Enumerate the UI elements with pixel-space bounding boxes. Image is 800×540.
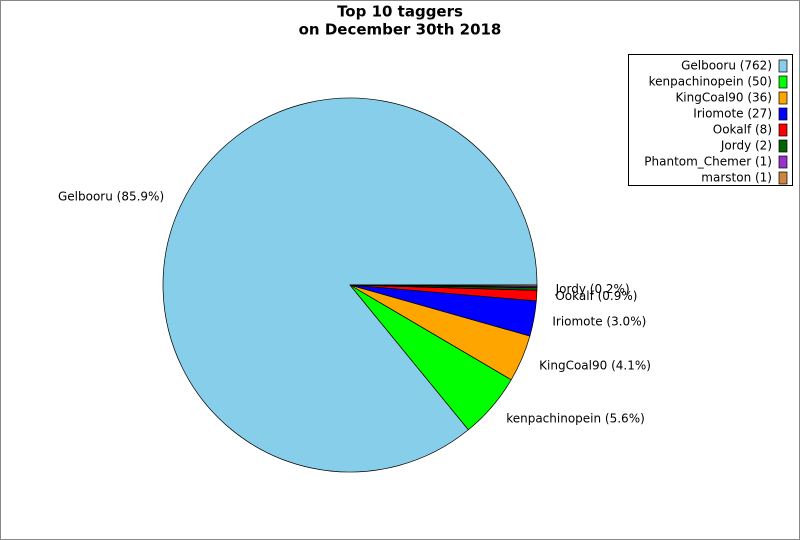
- legend-label: Iriomote (27): [693, 107, 772, 121]
- slice-label: Ookalf (0.9%): [555, 289, 637, 303]
- legend-swatch: [778, 171, 788, 185]
- legend-label: KingCoal90 (36): [675, 91, 772, 105]
- legend-swatch: [778, 59, 788, 73]
- legend-swatch: [778, 139, 788, 153]
- legend-label: Phantom_Chemer (1): [644, 155, 772, 169]
- legend-swatch: [778, 123, 788, 137]
- legend-label: marston (1): [701, 171, 772, 185]
- slice-label: Gelbooru (85.9%): [58, 189, 164, 203]
- slice-label: Jordy (0.2%): [555, 282, 630, 296]
- pie-slice: [349, 284, 538, 287]
- legend-label: kenpachinopein (50): [649, 75, 772, 89]
- chart-title: on December 30th 2018: [299, 21, 502, 39]
- legend-label: Ookalf (8): [713, 123, 772, 137]
- slice-label: Iriomote (3.0%): [552, 314, 646, 328]
- legend-label: Gelbooru (762): [681, 59, 772, 73]
- legend-box: [628, 54, 793, 186]
- legend-swatch: [778, 155, 788, 169]
- slice-label: KingCoal90 (4.1%): [539, 358, 651, 372]
- legend-swatch: [778, 91, 788, 105]
- chart-title: Top 10 taggers: [337, 3, 463, 21]
- legend-label: Jordy (2): [720, 139, 772, 153]
- legend-swatch: [778, 107, 788, 121]
- slice-label: kenpachinopein (5.6%): [506, 411, 645, 425]
- legend-swatch: [778, 75, 788, 89]
